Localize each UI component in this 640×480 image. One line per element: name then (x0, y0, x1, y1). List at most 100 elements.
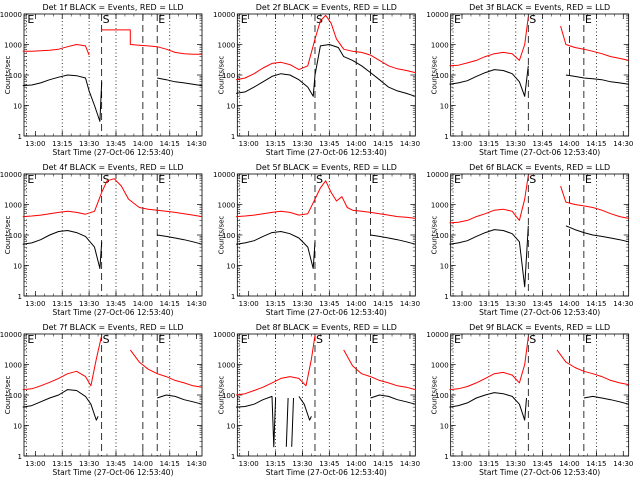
x-tick-label: 14:30 (613, 460, 633, 468)
y-tick-label: 100 (9, 392, 22, 400)
x-axis-label: Start Time (27-Oct-06 12:53:40) (266, 308, 387, 317)
panel-title: Det 4f BLACK = Events, RED = LLD (42, 163, 183, 172)
marker-label: E (27, 333, 34, 346)
x-tick-label: 14:00 (346, 460, 366, 468)
x-tick-label: 13:15 (479, 460, 499, 468)
series-line-black (236, 44, 416, 97)
y-axis-label: Counts/sec (4, 216, 12, 255)
x-axis-label: Start Time (27-Oct-06 12:53:40) (266, 468, 387, 477)
plot-frame (450, 333, 630, 457)
x-tick-label: 13:15 (265, 460, 285, 468)
y-axis-label: Counts/sec (217, 56, 225, 95)
panel-title: Det 7f BLACK = Events, RED = LLD (42, 323, 183, 332)
series-line-black (22, 230, 203, 269)
y-tick-label: 1000 (4, 362, 22, 370)
marker-label: E (158, 333, 165, 346)
x-tick-label: 13:15 (52, 300, 72, 308)
x-axis-label: Start Time (27-Oct-06 12:53:40) (479, 308, 600, 317)
y-tick-label: 100 (9, 232, 22, 240)
marker-label: S (316, 333, 323, 346)
marker-label: E (241, 333, 248, 346)
panel-title: Det 5f BLACK = Events, RED = LLD (256, 163, 397, 172)
y-tick-label: 10 (440, 263, 449, 271)
x-tick-label: 14:15 (160, 140, 180, 148)
x-tick-label: 14:30 (187, 140, 207, 148)
y-tick-label: 1 (231, 453, 235, 461)
x-tick-label: 13:00 (452, 460, 472, 468)
series-line-red (236, 14, 416, 81)
x-tick-label: 13:45 (106, 460, 126, 468)
series-line-red (22, 178, 203, 218)
panel-title: Det 1f BLACK = Events, RED = LLD (42, 3, 183, 12)
series-line-red (449, 16, 629, 67)
x-tick-label: 13:30 (506, 300, 526, 308)
x-tick-label: 13:15 (479, 300, 499, 308)
marker-label: E (372, 13, 379, 26)
x-tick-label: 13:45 (533, 460, 553, 468)
series-line-red (236, 335, 416, 396)
x-tick-label: 14:30 (187, 460, 207, 468)
panel-9: Det 9f BLACK = Events, RED = LLD 1 10 100 10… (426, 323, 633, 477)
y-tick-label: 10 (13, 103, 22, 111)
y-tick-label: 10000 (213, 11, 235, 19)
panel-6: Det 6f BLACK = Events, RED = LLD 1 10 100 10… (426, 163, 633, 317)
panel-4: Det 4f BLACK = Events, RED = LLD 1 10 100 10… (0, 163, 207, 317)
series-line-red (236, 180, 416, 219)
y-tick-label: 1000 (431, 202, 449, 210)
panel-title: Det 3f BLACK = Events, RED = LLD (469, 3, 610, 12)
y-tick-label: 10 (440, 103, 449, 111)
marker-label: S (103, 13, 110, 26)
series-line-black (449, 65, 629, 97)
x-tick-label: 13:00 (25, 460, 45, 468)
marker-label: S (316, 173, 323, 186)
marker-label: E (241, 13, 248, 26)
x-axis-label: Start Time (27-Oct-06 12:53:40) (52, 308, 173, 317)
x-tick-label: 13:00 (25, 140, 45, 148)
x-axis-label: Start Time (27-Oct-06 12:53:40) (266, 148, 387, 157)
y-tick-label: 1000 (218, 42, 236, 50)
x-tick-label: 13:45 (319, 460, 339, 468)
x-tick-label: 14:30 (400, 140, 420, 148)
y-tick-label: 10000 (0, 331, 22, 339)
y-tick-label: 10000 (426, 11, 448, 19)
y-tick-label: 10000 (0, 171, 22, 179)
x-tick-label: 13:15 (479, 140, 499, 148)
y-tick-label: 1 (18, 133, 22, 141)
marker-label: E (585, 13, 592, 26)
y-tick-label: 10 (13, 423, 22, 431)
x-tick-label: 14:15 (586, 300, 606, 308)
plot-frame (236, 13, 416, 137)
y-tick-label: 1000 (431, 362, 449, 370)
marker-label: E (454, 333, 461, 346)
y-axis-label: Counts/sec (431, 216, 439, 255)
plot-frame (450, 13, 630, 137)
x-tick-label: 14:00 (559, 300, 579, 308)
x-tick-label: 13:45 (319, 140, 339, 148)
marker-label: S (529, 13, 536, 26)
y-axis-label: Counts/sec (4, 56, 12, 95)
y-tick-label: 100 (9, 72, 22, 80)
x-tick-label: 13:30 (506, 460, 526, 468)
marker-label: E (241, 173, 248, 186)
series-line-red (449, 336, 629, 391)
marker-label: E (27, 173, 34, 186)
x-tick-label: 13:00 (452, 300, 472, 308)
x-tick-label: 13:30 (292, 300, 312, 308)
y-axis-label: Counts/sec (431, 376, 439, 415)
panel-title: Det 8f BLACK = Events, RED = LLD (256, 323, 397, 332)
series-line-red (22, 29, 202, 56)
y-tick-label: 10 (13, 263, 22, 271)
y-tick-label: 1000 (218, 202, 236, 210)
plot-frame (450, 173, 630, 297)
y-axis-label: Counts/sec (217, 376, 225, 415)
y-axis-label: Counts/sec (4, 376, 12, 415)
y-tick-label: 100 (222, 72, 235, 80)
x-tick-label: 13:45 (533, 140, 553, 148)
x-tick-label: 13:45 (533, 300, 553, 308)
y-tick-label: 1 (18, 293, 22, 301)
y-tick-label: 10 (226, 103, 235, 111)
x-axis-label: Start Time (27-Oct-06 12:53:40) (52, 148, 173, 157)
marker-label: E (585, 333, 592, 346)
x-tick-label: 14:00 (346, 300, 366, 308)
